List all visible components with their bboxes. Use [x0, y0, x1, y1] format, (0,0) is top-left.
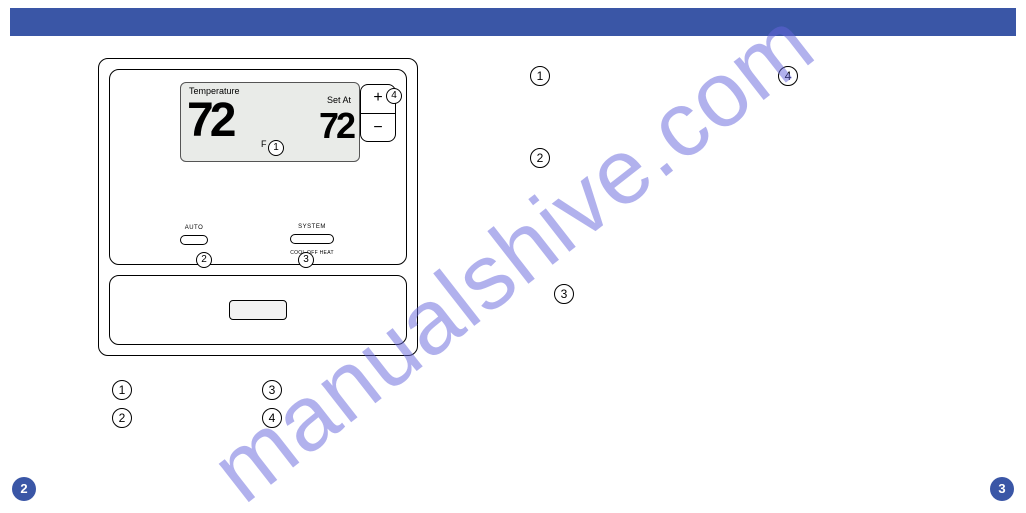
legend-3: 3	[262, 380, 282, 400]
callout-device-2: 2	[196, 252, 212, 268]
right-callout-2: 2	[530, 148, 550, 168]
system-switch[interactable]: SYSTEM COOL OFF HEAT	[290, 224, 334, 256]
legend-2: 2	[112, 408, 132, 428]
fan-switch[interactable]: AUTO	[180, 225, 208, 250]
right-callout-3: 3	[554, 284, 574, 304]
lcd-temp-unit: F	[261, 139, 267, 149]
page-number-right: 3	[990, 477, 1014, 501]
page-number-left: 2	[12, 477, 36, 501]
lcd-set-value: 72	[319, 105, 353, 147]
right-callout-1: 1	[530, 66, 550, 86]
legend-4: 4	[262, 408, 282, 428]
lcd-set-label: Set At	[327, 95, 351, 105]
callout-device-3: 3	[298, 252, 314, 268]
callout-device-1: 1	[268, 140, 284, 156]
system-switch-label: SYSTEM	[290, 224, 334, 230]
fan-switch-oval	[180, 235, 208, 245]
plusminus-divider	[361, 113, 395, 114]
thermostat-base	[109, 275, 407, 345]
header-bar	[10, 8, 1016, 36]
brand-plate	[229, 300, 287, 320]
thermostat-diagram: Temperature 72 F Set At 72 + − AUTO SYST…	[98, 58, 418, 356]
callout-device-4: 4	[386, 88, 402, 104]
fan-switch-label: AUTO	[180, 225, 208, 231]
legend-1: 1	[112, 380, 132, 400]
lcd-temp-value: 72	[187, 93, 232, 148]
system-switch-oval	[290, 234, 334, 244]
thermostat-face: Temperature 72 F Set At 72 + − AUTO SYST…	[109, 69, 407, 265]
right-callout-4: 4	[778, 66, 798, 86]
minus-icon: −	[361, 120, 395, 136]
